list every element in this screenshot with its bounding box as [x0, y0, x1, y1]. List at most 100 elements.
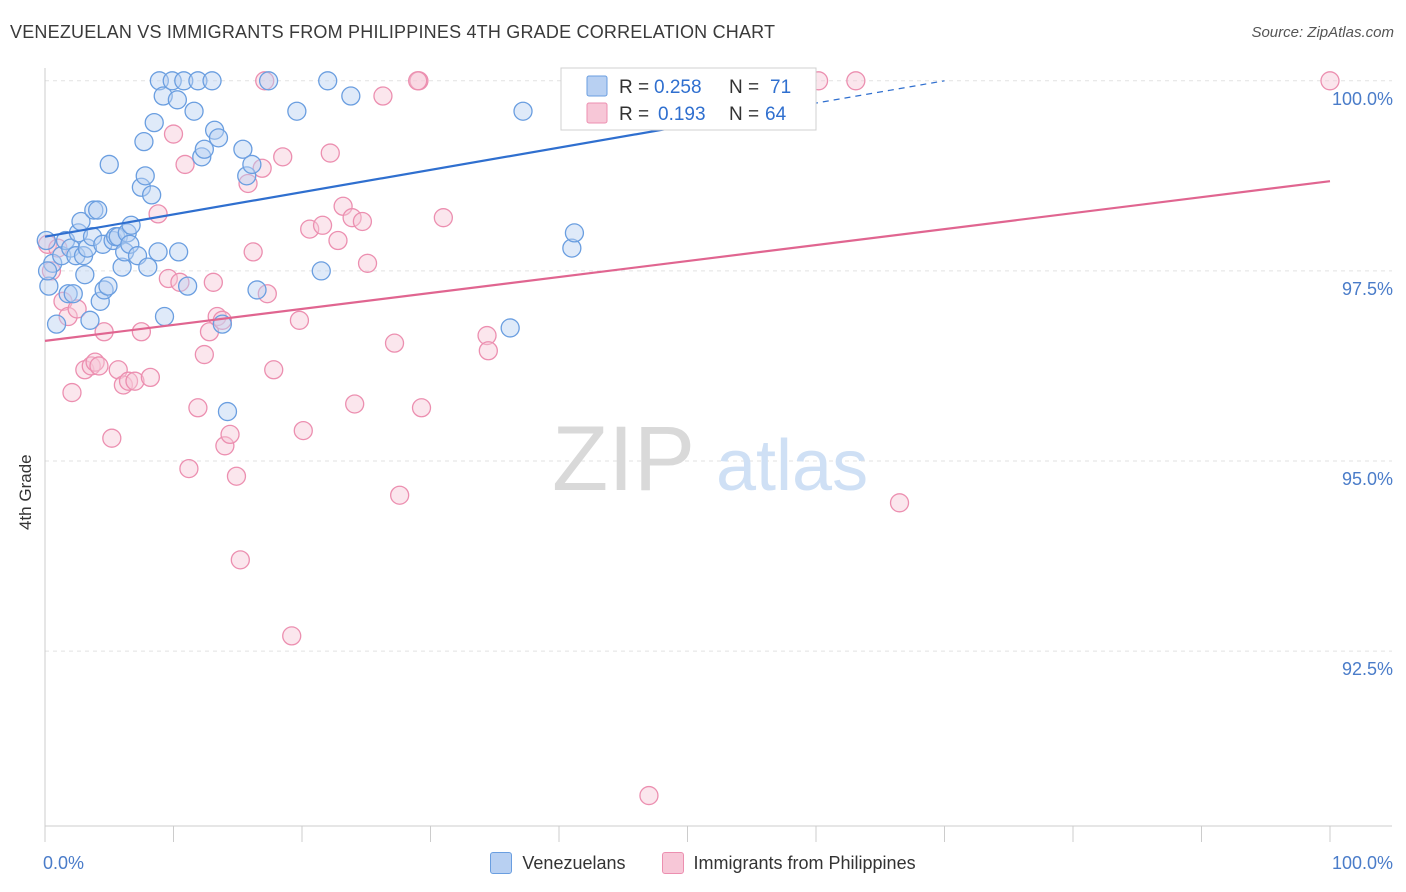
point-venezuelans [167, 90, 188, 110]
point-philippines [390, 485, 410, 505]
point-philippines [238, 173, 258, 194]
point-venezuelans [258, 71, 279, 91]
point-venezuelans [208, 128, 229, 148]
point-venezuelans [37, 261, 58, 281]
point-philippines [639, 785, 659, 806]
legend-item-venezuelans: Venezuelans [490, 852, 626, 874]
point-philippines [175, 154, 195, 175]
point-venezuelans [98, 276, 118, 296]
point-philippines [230, 550, 250, 570]
point-philippines [243, 242, 263, 262]
legend-r-value-venezuelans: 0.258 [654, 77, 702, 98]
point-venezuelans [90, 291, 110, 311]
point-venezuelans [39, 276, 59, 296]
legend-n-value-philippines: 64 [765, 104, 787, 125]
legend-n-label-philippines: N = [729, 104, 759, 125]
legend-n-value-venezuelans: 71 [770, 77, 791, 98]
y-tick-label: 100.0% [1332, 89, 1393, 109]
legend-r-label-philippines: R = [619, 104, 649, 125]
y-tick-label: 95.0% [1342, 469, 1393, 489]
point-venezuelans [247, 280, 267, 300]
tick-labels: 100.0% 97.5% 95.0% 92.5% 0.0% 100.0% [43, 89, 1393, 873]
point-philippines [62, 382, 82, 403]
point-venezuelans [75, 265, 95, 285]
axes [44, 68, 1392, 842]
point-venezuelans [562, 238, 582, 258]
x-tick-label: 0.0% [43, 853, 84, 873]
legend-item-philippines: Immigrants from Philippines [661, 852, 916, 874]
point-venezuelans [513, 101, 533, 121]
point-philippines [889, 493, 910, 513]
x-tick-label: 100.0% [1332, 853, 1393, 873]
point-philippines [131, 322, 152, 342]
point-venezuelans [121, 215, 141, 235]
point-venezuelans [318, 71, 338, 91]
point-philippines [342, 208, 362, 228]
point-venezuelans [202, 71, 222, 91]
point-philippines [328, 230, 348, 251]
point-philippines [273, 147, 293, 167]
point-venezuelans [135, 166, 155, 186]
point-philippines [320, 143, 340, 163]
point-venezuelans [142, 185, 162, 205]
point-venezuelans [564, 223, 585, 243]
point-venezuelans [311, 261, 331, 281]
point-philippines [345, 394, 365, 414]
point-venezuelans [287, 101, 307, 121]
legend-r-label-venezuelans: R = [619, 77, 649, 98]
point-venezuelans [36, 230, 56, 251]
legend-label-venezuelans: Venezuelans [522, 852, 626, 873]
point-philippines [67, 299, 87, 319]
watermark: ZIP atlas [552, 408, 868, 510]
point-venezuelans [500, 318, 520, 338]
point-venezuelans [99, 154, 119, 175]
point-philippines [411, 398, 432, 418]
point-philippines [220, 424, 240, 445]
legend-r-value-philippines: 0.193 [658, 104, 706, 125]
point-philippines [148, 204, 168, 224]
watermark-zip: ZIP [552, 408, 695, 510]
point-venezuelans [242, 154, 262, 175]
point-philippines [252, 158, 272, 178]
point-venezuelans [88, 200, 108, 220]
point-philippines [846, 71, 866, 91]
point-philippines [89, 356, 109, 376]
point-venezuelans [77, 238, 98, 258]
legend-swatch-philippines [586, 102, 608, 124]
point-philippines [118, 371, 139, 391]
legend-label-philippines: Immigrants from Philippines [693, 852, 916, 873]
chart-title: VENEZUELAN VS IMMIGRANTS FROM PHILIPPINE… [10, 22, 776, 42]
point-philippines [357, 253, 378, 273]
point-venezuelans [120, 234, 140, 254]
point-venezuelans [66, 246, 86, 266]
point-philippines [203, 272, 223, 292]
point-philippines [373, 86, 393, 106]
point-venezuelans [153, 86, 173, 106]
point-philippines [163, 124, 184, 144]
point-philippines [215, 436, 235, 456]
point-philippines [352, 211, 373, 232]
point-philippines [102, 428, 122, 448]
point-venezuelans [233, 139, 253, 159]
point-venezuelans [63, 284, 83, 304]
point-venezuelans [168, 242, 189, 262]
point-venezuelans [154, 306, 175, 327]
point-philippines [478, 341, 498, 361]
stats-legend: R = 0.258 N = 71 R = 0.193 N = 64 [560, 67, 817, 131]
point-venezuelans [148, 242, 168, 262]
point-philippines [477, 325, 497, 346]
point-philippines [188, 398, 208, 418]
point-venezuelans [217, 401, 238, 422]
point-venezuelans [177, 276, 198, 296]
y-tick-label: 97.5% [1342, 279, 1393, 299]
point-venezuelans [194, 139, 214, 159]
point-venezuelans [174, 71, 194, 91]
point-venezuelans [131, 177, 152, 197]
y-tick-label: 92.5% [1342, 659, 1393, 679]
point-philippines [384, 333, 405, 353]
point-philippines [1320, 71, 1340, 91]
point-venezuelans [144, 112, 164, 133]
legend-n-label-venezuelans: N = [729, 77, 759, 98]
point-venezuelans [188, 71, 208, 91]
